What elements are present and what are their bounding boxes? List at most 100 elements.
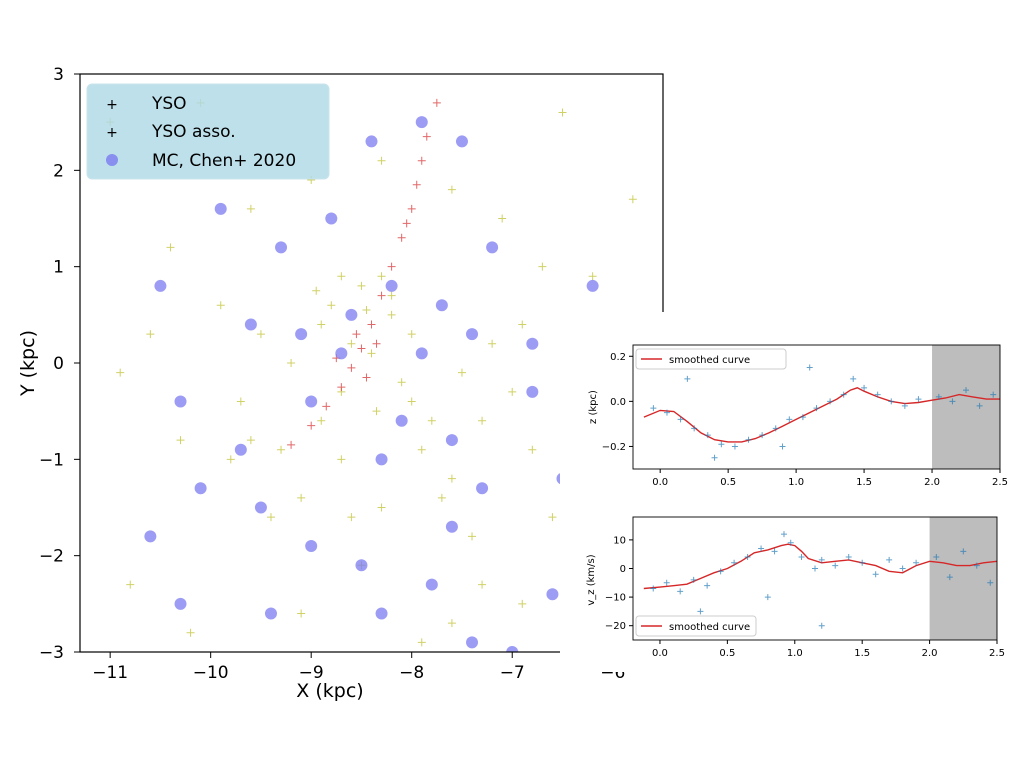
data-point-main-s1	[387, 262, 396, 271]
data-point-mc	[526, 385, 539, 398]
legend-entry-yso: + YSO	[106, 94, 186, 114]
data-point-mc	[345, 308, 358, 321]
data-point-z-s1	[786, 416, 793, 423]
x-tick-label: 1.5	[856, 477, 872, 488]
data-point-mc	[395, 414, 408, 427]
legend-entry-yso-asso: + YSO asso.	[106, 122, 235, 142]
x-tick-label: −11	[92, 663, 128, 683]
data-point-z-s1	[704, 432, 711, 439]
data-point-mc	[254, 501, 267, 514]
data-point-main-s0	[297, 493, 306, 502]
data-point-z-s1	[772, 425, 779, 432]
data-point-main-s0	[407, 397, 416, 406]
data-point-main-s0	[468, 532, 477, 541]
data-point-mc	[455, 135, 468, 148]
inset-vz-x-axis: 0.0 0.5 1.0 1.5 2.0 2.5	[652, 640, 1005, 659]
data-point-main-s0	[548, 513, 557, 522]
data-point-main-s1	[337, 383, 346, 392]
data-point-main-s0	[437, 493, 446, 502]
inset-vz-y-axis: −20 −10 0 10	[605, 535, 633, 632]
data-point-main-s1	[322, 402, 331, 411]
data-point-main-s0	[498, 214, 507, 223]
data-point-main-s0	[387, 291, 396, 300]
data-point-z-s1	[731, 443, 738, 450]
data-point-z-s1	[663, 409, 670, 416]
data-point-mc	[154, 279, 167, 292]
legend-label-yso: YSO	[151, 94, 187, 114]
inset-z-legend-label: smoothed curve	[669, 355, 750, 366]
data-point-mc	[476, 482, 489, 495]
data-point-z-s1	[650, 405, 657, 412]
main-x-axis: −11 −10 −9 −8 −7 −6	[92, 652, 625, 683]
data-point-mc	[174, 395, 187, 408]
data-point-main-s1	[397, 233, 406, 242]
data-point-main-s0	[347, 513, 356, 522]
legend-marker-mc	[106, 154, 118, 166]
data-point-vz-s1	[812, 565, 818, 572]
data-point-z-s1	[806, 364, 813, 371]
data-point-z-s1	[711, 454, 718, 461]
inset-z-x-axis: 0.0 0.5 1.0 1.5 2.0 2.5	[652, 469, 1008, 488]
data-point-z-s1	[799, 414, 806, 421]
data-point-main-s0	[312, 286, 321, 295]
data-point-main-s0	[372, 407, 381, 416]
main-legend: + YSO + YSO asso. MC, Chen+ 2020	[86, 83, 330, 180]
data-point-mc	[144, 530, 157, 543]
data-point-mc	[385, 279, 398, 292]
data-point-mc	[435, 299, 448, 312]
data-point-vz-s1	[758, 545, 765, 552]
data-point-main-s0	[367, 349, 376, 358]
legend-marker-yso: +	[106, 97, 118, 113]
data-point-main-s0	[377, 503, 386, 512]
data-point-z-s1	[976, 402, 983, 409]
data-point-main-s0	[478, 416, 487, 425]
data-point-mc	[466, 636, 479, 649]
x-tick-label: 2.5	[992, 477, 1008, 488]
data-point-main-s0	[256, 330, 265, 339]
data-point-main-s1	[422, 132, 431, 141]
data-point-main-s0	[457, 368, 466, 377]
data-point-vz-s1	[933, 554, 940, 561]
data-point-vz-s1	[818, 556, 825, 563]
data-point-mc	[305, 395, 318, 408]
data-point-main-s0	[377, 272, 386, 281]
y-tick-label: −10	[605, 593, 626, 604]
data-point-z-s1	[718, 441, 725, 448]
data-point-main-s0	[528, 445, 537, 454]
data-point-main-s0	[478, 580, 487, 589]
data-point-mc	[425, 578, 438, 591]
data-point-main-s1	[372, 339, 381, 348]
data-point-main-s1	[412, 180, 421, 189]
data-point-vz-s1	[872, 571, 879, 578]
y-tick-label: −3	[39, 643, 64, 663]
x-tick-label: 1.0	[787, 648, 803, 659]
data-point-main-s1	[377, 291, 386, 300]
data-point-z-s1	[745, 436, 752, 443]
data-point-main-s0	[357, 281, 366, 290]
data-point-vz-s1	[771, 548, 778, 555]
data-point-vz-s1	[663, 579, 670, 586]
data-point-z-s1	[779, 443, 786, 450]
x-tick-label: −10	[193, 663, 229, 683]
data-point-mc	[355, 559, 368, 572]
data-point-vz-s1	[859, 559, 866, 566]
x-tick-label: 0.5	[719, 648, 735, 659]
y-tick-label: 0.0	[610, 397, 626, 408]
data-point-vz-s1	[913, 559, 920, 566]
data-point-z-s1	[861, 384, 868, 391]
data-point-vz-s1	[650, 585, 657, 592]
data-point-z-s1	[949, 398, 956, 405]
data-point-mc	[375, 607, 388, 620]
data-point-main-s0	[186, 628, 195, 637]
data-point-z-s1	[963, 387, 970, 394]
data-point-vz-s1	[717, 568, 724, 575]
data-point-main-s0	[266, 513, 275, 522]
data-point-main-s0	[317, 320, 326, 329]
x-tick-label: −9	[299, 663, 324, 683]
data-point-main-s0	[508, 387, 517, 396]
data-point-vz-s1	[690, 576, 697, 583]
data-point-z-s1	[827, 398, 834, 405]
x-tick-label: 1.0	[788, 477, 804, 488]
data-point-vz-s1	[744, 554, 751, 561]
data-point-main-s0	[327, 301, 336, 310]
